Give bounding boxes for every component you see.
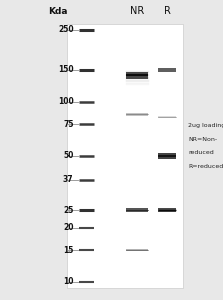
Text: 250: 250 xyxy=(58,26,74,34)
Text: 100: 100 xyxy=(58,97,74,106)
Text: NR=Non-: NR=Non- xyxy=(188,137,218,142)
Text: Kda: Kda xyxy=(48,8,68,16)
Text: 50: 50 xyxy=(63,152,74,160)
Text: 37: 37 xyxy=(63,175,74,184)
FancyBboxPatch shape xyxy=(158,68,176,72)
FancyBboxPatch shape xyxy=(126,249,148,251)
Text: 75: 75 xyxy=(63,120,74,129)
FancyBboxPatch shape xyxy=(67,24,183,288)
Text: 2ug loading: 2ug loading xyxy=(188,124,223,128)
Text: 15: 15 xyxy=(63,246,74,255)
FancyBboxPatch shape xyxy=(158,153,176,159)
Text: reduced: reduced xyxy=(188,151,214,155)
Text: 10: 10 xyxy=(63,278,74,286)
Text: R=reduced: R=reduced xyxy=(188,164,223,169)
Text: 150: 150 xyxy=(58,65,74,74)
Text: R: R xyxy=(164,7,171,16)
Text: 25: 25 xyxy=(63,206,74,215)
Text: 20: 20 xyxy=(63,223,74,232)
FancyBboxPatch shape xyxy=(158,116,176,118)
FancyBboxPatch shape xyxy=(126,208,148,212)
FancyBboxPatch shape xyxy=(126,72,148,79)
FancyBboxPatch shape xyxy=(126,113,148,116)
Text: NR: NR xyxy=(130,7,144,16)
FancyBboxPatch shape xyxy=(158,208,176,212)
